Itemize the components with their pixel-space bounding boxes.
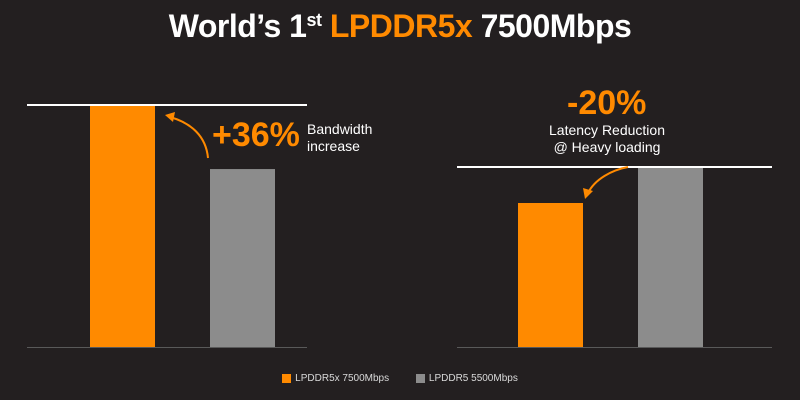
bandwidth-label: Bandwidth increase: [307, 121, 372, 155]
bandwidth-percent: +36%: [212, 116, 300, 154]
latency-label-line2: @ Heavy loading: [553, 139, 661, 155]
legend-label-lpddr5x: LPDDR5x 7500Mbps: [295, 373, 390, 384]
bandwidth-arrow: [165, 112, 209, 159]
legend-swatch-lpddr5: [415, 374, 425, 383]
bandwidth-chart: [27, 104, 307, 348]
latency-arrow: [583, 166, 629, 199]
title-highlight: LPDDR5x: [329, 8, 473, 44]
latency-label-line1: Latency Reduction: [549, 122, 665, 138]
bandwidth-bar-lpddr5x: [90, 105, 155, 347]
legend-item-lpddr5: LPDDR5 5500Mbps: [415, 373, 518, 384]
latency-bar-lpddr5: [638, 167, 703, 347]
latency-label: Latency Reduction @ Heavy loading: [532, 122, 682, 156]
legend-swatch-lpddr5x: [282, 374, 292, 383]
bandwidth-bar-lpddr5: [210, 169, 275, 347]
bandwidth-label-line1: Bandwidth: [307, 121, 373, 137]
legend: LPDDR5x 7500Mbps LPDDR5 5500Mbps: [0, 373, 800, 386]
title-prefix: World’s 1: [168, 8, 307, 44]
slide-title: World’s 1st LPDDR5x 7500Mbps: [0, 8, 800, 45]
latency-bar-lpddr5x: [518, 203, 583, 347]
legend-label-lpddr5: LPDDR5 5500Mbps: [428, 373, 518, 384]
legend-item-lpddr5x: LPDDR5x 7500Mbps: [282, 373, 389, 384]
bandwidth-label-line2: increase: [307, 138, 360, 154]
title-superscript: st: [306, 10, 322, 30]
latency-chart: [457, 166, 772, 348]
latency-percent: -20%: [567, 84, 647, 122]
title-suffix: 7500Mbps: [480, 8, 632, 44]
